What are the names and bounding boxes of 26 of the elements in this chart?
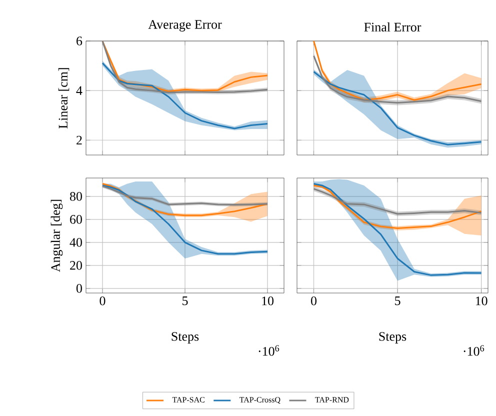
y-tick-label: 60 [70, 215, 82, 224]
y-tick-label: 20 [70, 261, 82, 270]
y-tick-label: 0 [76, 284, 82, 293]
text: ·10$^{6}$ [258, 345, 280, 356]
x-tick-label: 0 [100, 296, 106, 306]
y-axis-title: Angular [deg] [50, 200, 63, 272]
legend-label: TAP-RND [315, 397, 349, 402]
y-tick-label: 4 [76, 86, 82, 95]
x-tick-label: 0 [311, 296, 317, 306]
chart-title: Final Error [364, 22, 422, 32]
x-axis-title: Steps [172, 332, 199, 344]
legend-label: TAP-SAC [172, 397, 204, 402]
legend-label: TAP-CrossQ [240, 397, 280, 404]
line-series [102, 183, 268, 216]
chart-title: Average Error [148, 20, 222, 32]
text: ·10$^{6}$ [464, 345, 484, 356]
x-tick-label: 5 [395, 296, 400, 306]
x-tick-label: 5 [182, 296, 188, 306]
y-tick-label: 6 [76, 36, 82, 46]
y-tick-label: 2 [76, 136, 82, 144]
y-tick-label: 40 [70, 238, 82, 247]
x-tick-label: 10 [476, 296, 488, 306]
x-axis-title: Steps [379, 332, 406, 344]
x-tick-label: 10 [262, 296, 274, 306]
y-axis-title: Linear [cm] [58, 68, 70, 128]
y-tick-label: 80 [70, 192, 82, 201]
